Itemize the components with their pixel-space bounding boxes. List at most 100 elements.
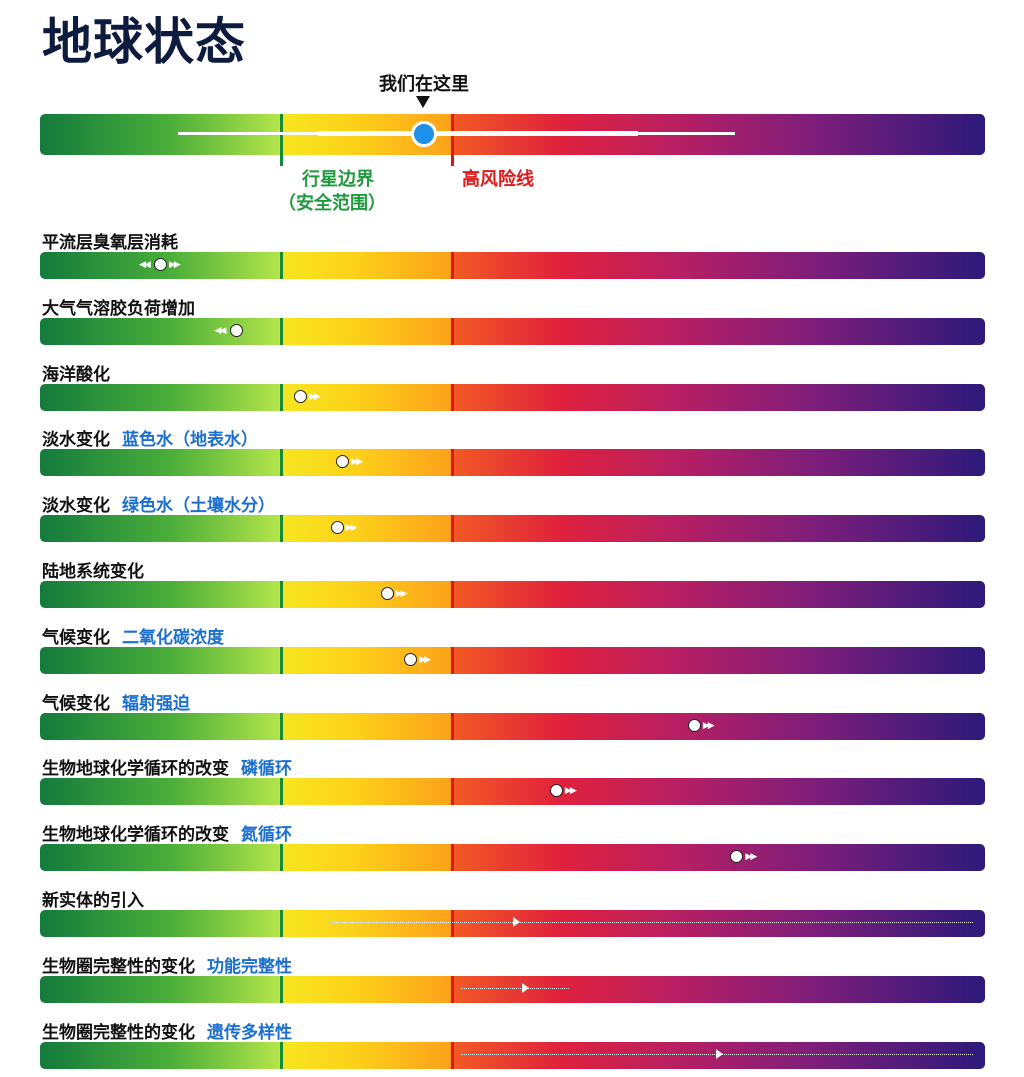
row-bar: ▶▶ bbox=[40, 647, 985, 674]
current-status-marker bbox=[411, 121, 437, 147]
row-planetary-boundary-line bbox=[280, 449, 283, 476]
row-label-sub: 蓝色水（地表水） bbox=[122, 430, 258, 450]
row-label-sub: 磷循环 bbox=[241, 759, 292, 779]
row-label-main: 大气气溶胶负荷增加 bbox=[42, 299, 195, 319]
planetary-boundary-line bbox=[280, 114, 283, 166]
row-high-risk-line bbox=[451, 1042, 454, 1069]
row-planetary-boundary-line bbox=[280, 515, 283, 542]
row-planetary-boundary-line bbox=[280, 252, 283, 279]
row-label: 淡水变化 绿色水（土壤水分） bbox=[42, 491, 275, 516]
row-high-risk-line bbox=[451, 976, 454, 1003]
row-bar: ▶▶ bbox=[40, 515, 985, 542]
row-planetary-boundary-line bbox=[280, 581, 283, 608]
trend-right-icon: ▶▶ bbox=[351, 457, 363, 467]
row-label-sub: 遗传多样性 bbox=[207, 1023, 292, 1043]
row-value-marker bbox=[229, 324, 243, 337]
row-label: 气候变化 辐射强迫 bbox=[42, 689, 190, 714]
status-range-core bbox=[318, 131, 638, 136]
row-bar: ▶▶ bbox=[40, 581, 985, 608]
row-bar: ▶▶ bbox=[40, 844, 985, 871]
row-high-risk-line bbox=[451, 515, 454, 542]
row-value-marker bbox=[380, 587, 394, 600]
row-high-risk-line bbox=[451, 778, 454, 805]
row-label-main: 生物地球化学循环的改变 bbox=[42, 759, 229, 779]
row-bar: ▶▶ bbox=[40, 778, 985, 805]
unquantified-range-line bbox=[330, 922, 973, 923]
row-planetary-boundary-line bbox=[280, 910, 283, 937]
row-high-risk-line bbox=[451, 844, 454, 871]
row-label: 生物地球化学循环的改变 氮循环 bbox=[42, 820, 292, 845]
trend-right-icon bbox=[715, 1049, 723, 1059]
row-high-risk-line bbox=[451, 318, 454, 345]
current-status-label: 我们在这里 bbox=[379, 74, 469, 95]
row-planetary-boundary-line bbox=[280, 713, 283, 740]
row-label: 生物圈完整性的变化 遗传多样性 bbox=[42, 1018, 292, 1043]
row-planetary-boundary-line bbox=[280, 1042, 283, 1069]
row-label-sub: 辐射强迫 bbox=[122, 694, 190, 714]
row-planetary-boundary-line bbox=[280, 384, 283, 411]
row-high-risk-line bbox=[451, 713, 454, 740]
row-value-marker bbox=[293, 390, 307, 403]
row-label: 生物地球化学循环的改变 磷循环 bbox=[42, 754, 292, 779]
trend-right-icon: ▶▶ bbox=[702, 721, 715, 731]
row-label-main: 生物地球化学循环的改变 bbox=[42, 825, 229, 845]
row-high-risk-line bbox=[451, 449, 454, 476]
row-label-main: 生物圈完整性的变化 bbox=[42, 1023, 195, 1043]
planetary-boundary-label-line1: 行星边界 bbox=[302, 169, 374, 190]
row-value-marker bbox=[330, 521, 344, 534]
row-label-main: 平流层臭氧层消耗 bbox=[42, 233, 178, 253]
row-label-main: 气候变化 bbox=[42, 694, 110, 714]
row-bar bbox=[40, 1042, 985, 1069]
trend-right-icon: ▶▶ bbox=[564, 786, 577, 796]
row-label-sub: 二氧化碳浓度 bbox=[122, 628, 224, 648]
trend-right-icon bbox=[521, 983, 529, 993]
row-label-main: 新实体的引入 bbox=[42, 891, 144, 911]
row-bar bbox=[40, 910, 985, 937]
trend-left-icon: ◀◀ bbox=[138, 260, 151, 270]
trend-right-icon: ▶▶ bbox=[745, 852, 757, 862]
row-bar: ◀◀ bbox=[40, 318, 985, 345]
row-label-sub: 绿色水（土壤水分） bbox=[122, 496, 275, 516]
row-label-main: 陆地系统变化 bbox=[42, 562, 144, 582]
row-label-main: 气候变化 bbox=[42, 628, 110, 648]
row-planetary-boundary-line bbox=[280, 778, 283, 805]
current-status-pointer-icon bbox=[416, 96, 430, 108]
trend-right-icon: ▶▶ bbox=[395, 589, 408, 599]
row-label-sub: 氮循环 bbox=[241, 825, 292, 845]
unquantified-range-line bbox=[460, 988, 570, 989]
high-risk-line bbox=[451, 114, 454, 166]
row-high-risk-line bbox=[451, 581, 454, 608]
row-label: 新实体的引入 bbox=[42, 886, 144, 911]
row-label: 平流层臭氧层消耗 bbox=[42, 228, 178, 253]
row-value-marker bbox=[404, 653, 418, 666]
row-label-main: 生物圈完整性的变化 bbox=[42, 957, 195, 977]
row-planetary-boundary-line bbox=[280, 976, 283, 1003]
row-bar: ▶▶ bbox=[40, 449, 985, 476]
row-label: 气候变化 二氧化碳浓度 bbox=[42, 623, 224, 648]
row-planetary-boundary-line bbox=[280, 318, 283, 345]
row-planetary-boundary-line bbox=[280, 844, 283, 871]
row-label-main: 海洋酸化 bbox=[42, 365, 110, 385]
planetary-boundary-label: 行星边界 （安全范围） bbox=[278, 168, 386, 216]
trend-right-icon bbox=[512, 917, 520, 927]
high-risk-label: 高风险线 bbox=[462, 169, 534, 190]
planetary-boundary-label-line2: （安全范围） bbox=[278, 193, 386, 214]
page-title: 地球状态 bbox=[42, 13, 246, 71]
row-high-risk-line bbox=[451, 252, 454, 279]
row-value-marker bbox=[336, 455, 350, 468]
row-label: 生物圈完整性的变化 功能完整性 bbox=[42, 952, 292, 977]
row-label: 陆地系统变化 bbox=[42, 557, 144, 582]
trend-right-icon: ▶▶ bbox=[168, 260, 181, 270]
row-bar: ▶▶ bbox=[40, 713, 985, 740]
row-planetary-boundary-line bbox=[280, 647, 283, 674]
row-label-main: 淡水变化 bbox=[42, 430, 110, 450]
row-value-marker bbox=[549, 784, 563, 797]
trend-right-icon: ▶▶ bbox=[419, 655, 431, 665]
row-bar: ▶▶ ◀◀ bbox=[40, 252, 985, 279]
row-label: 大气气溶胶负荷增加 bbox=[42, 294, 195, 319]
row-high-risk-line bbox=[451, 910, 454, 937]
trend-left-icon: ◀◀ bbox=[214, 326, 227, 336]
row-high-risk-line bbox=[451, 647, 454, 674]
row-label: 淡水变化 蓝色水（地表水） bbox=[42, 425, 258, 450]
row-value-marker bbox=[687, 719, 701, 732]
